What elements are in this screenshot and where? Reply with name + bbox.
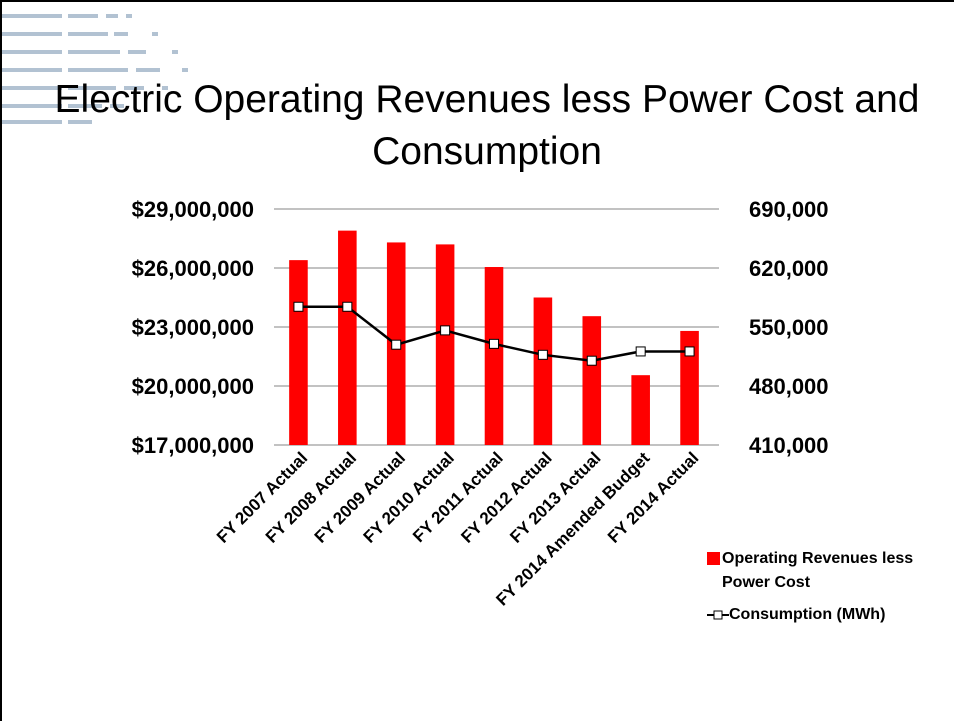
slide: Electric Operating Revenues less Power C… — [0, 0, 954, 721]
bar — [631, 375, 650, 445]
legend-label: Operating Revenues less Power Cost — [722, 547, 952, 595]
y-tick-label: $17,000,000 — [132, 433, 254, 458]
y-tick-label: $26,000,000 — [132, 256, 254, 281]
legend-swatch — [707, 608, 729, 622]
legend-item: Consumption (MWh) — [707, 603, 952, 627]
y2-tick-label: 620,000 — [749, 256, 829, 281]
marker — [490, 339, 499, 348]
y-tick-label: $29,000,000 — [132, 197, 254, 222]
marker — [587, 356, 596, 365]
legend: Operating Revenues less Power Cost Consum… — [707, 547, 952, 635]
bar — [338, 231, 357, 445]
bar — [485, 267, 504, 445]
legend-label: Consumption (MWh) — [729, 603, 885, 627]
marker — [685, 347, 694, 356]
marker — [343, 302, 352, 311]
marker — [636, 347, 645, 356]
bar — [534, 298, 553, 446]
marker — [538, 350, 547, 359]
legend-box — [707, 552, 720, 565]
y2-tick-label: 550,000 — [749, 315, 829, 340]
bar — [289, 260, 308, 445]
y2-tick-label: 480,000 — [749, 374, 829, 399]
x-tick-label: FY 2014 Actual — [604, 448, 702, 546]
bar — [436, 244, 455, 445]
legend-marker — [714, 611, 722, 619]
legend-swatch — [707, 552, 720, 565]
y2-tick-label: 410,000 — [749, 433, 829, 458]
marker — [392, 340, 401, 349]
y2-tick-label: 690,000 — [749, 197, 829, 222]
bar — [582, 316, 601, 445]
marker — [294, 302, 303, 311]
legend-item: Operating Revenues less Power Cost — [707, 547, 952, 595]
y-tick-label: $20,000,000 — [132, 374, 254, 399]
marker — [441, 326, 450, 335]
y-tick-label: $23,000,000 — [132, 315, 254, 340]
